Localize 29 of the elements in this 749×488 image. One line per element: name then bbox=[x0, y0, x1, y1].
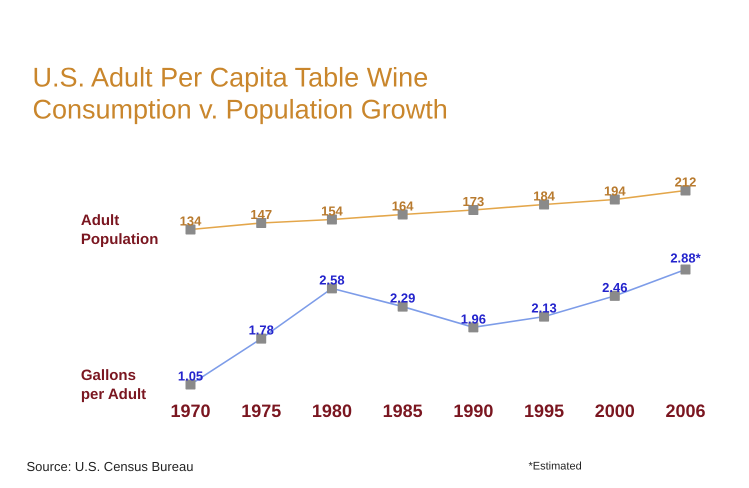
x-tick-label: 1990 bbox=[453, 401, 494, 421]
data-label: 1.96 bbox=[460, 311, 486, 326]
data-label: 212 bbox=[674, 174, 696, 190]
source-note: Source: U.S. Census Bureau bbox=[26, 459, 194, 474]
data-label: 154 bbox=[321, 204, 344, 218]
data-label: 2.88* bbox=[670, 250, 702, 266]
text: *Estimated bbox=[528, 460, 582, 472]
data-label: 164 bbox=[392, 198, 414, 214]
data-label: 173 bbox=[462, 194, 484, 209]
x-tick-label: 1975 bbox=[241, 401, 282, 421]
x-tick-label: 1995 bbox=[524, 401, 564, 421]
data-label: 147 bbox=[250, 207, 272, 222]
data-label: 1.05 bbox=[178, 368, 204, 384]
x-tick-label: 1970 bbox=[170, 401, 211, 421]
data-label: 2.13 bbox=[531, 300, 557, 316]
x-tick-label: 2000 bbox=[594, 401, 635, 421]
data-label: 1.78 bbox=[248, 322, 274, 338]
x-tick-label: 1985 bbox=[382, 401, 423, 421]
data-label: 194 bbox=[604, 184, 626, 198]
chart-title: U.S. Adult Per Capita Table Wine Consumption v. Population Growth bbox=[32, 62, 448, 124]
x-tick-label: 1980 bbox=[312, 401, 352, 421]
data-label: 2.46 bbox=[602, 280, 628, 295]
data-label: 2.29 bbox=[390, 290, 416, 306]
data-label: 2.58 bbox=[319, 272, 345, 288]
data-label: 134 bbox=[180, 214, 202, 228]
data-label: 184 bbox=[533, 188, 556, 204]
series-label: Adult Population bbox=[80, 212, 158, 248]
x-tick-label: 2006 bbox=[665, 401, 706, 421]
text: Gallons per Adult bbox=[80, 367, 146, 403]
